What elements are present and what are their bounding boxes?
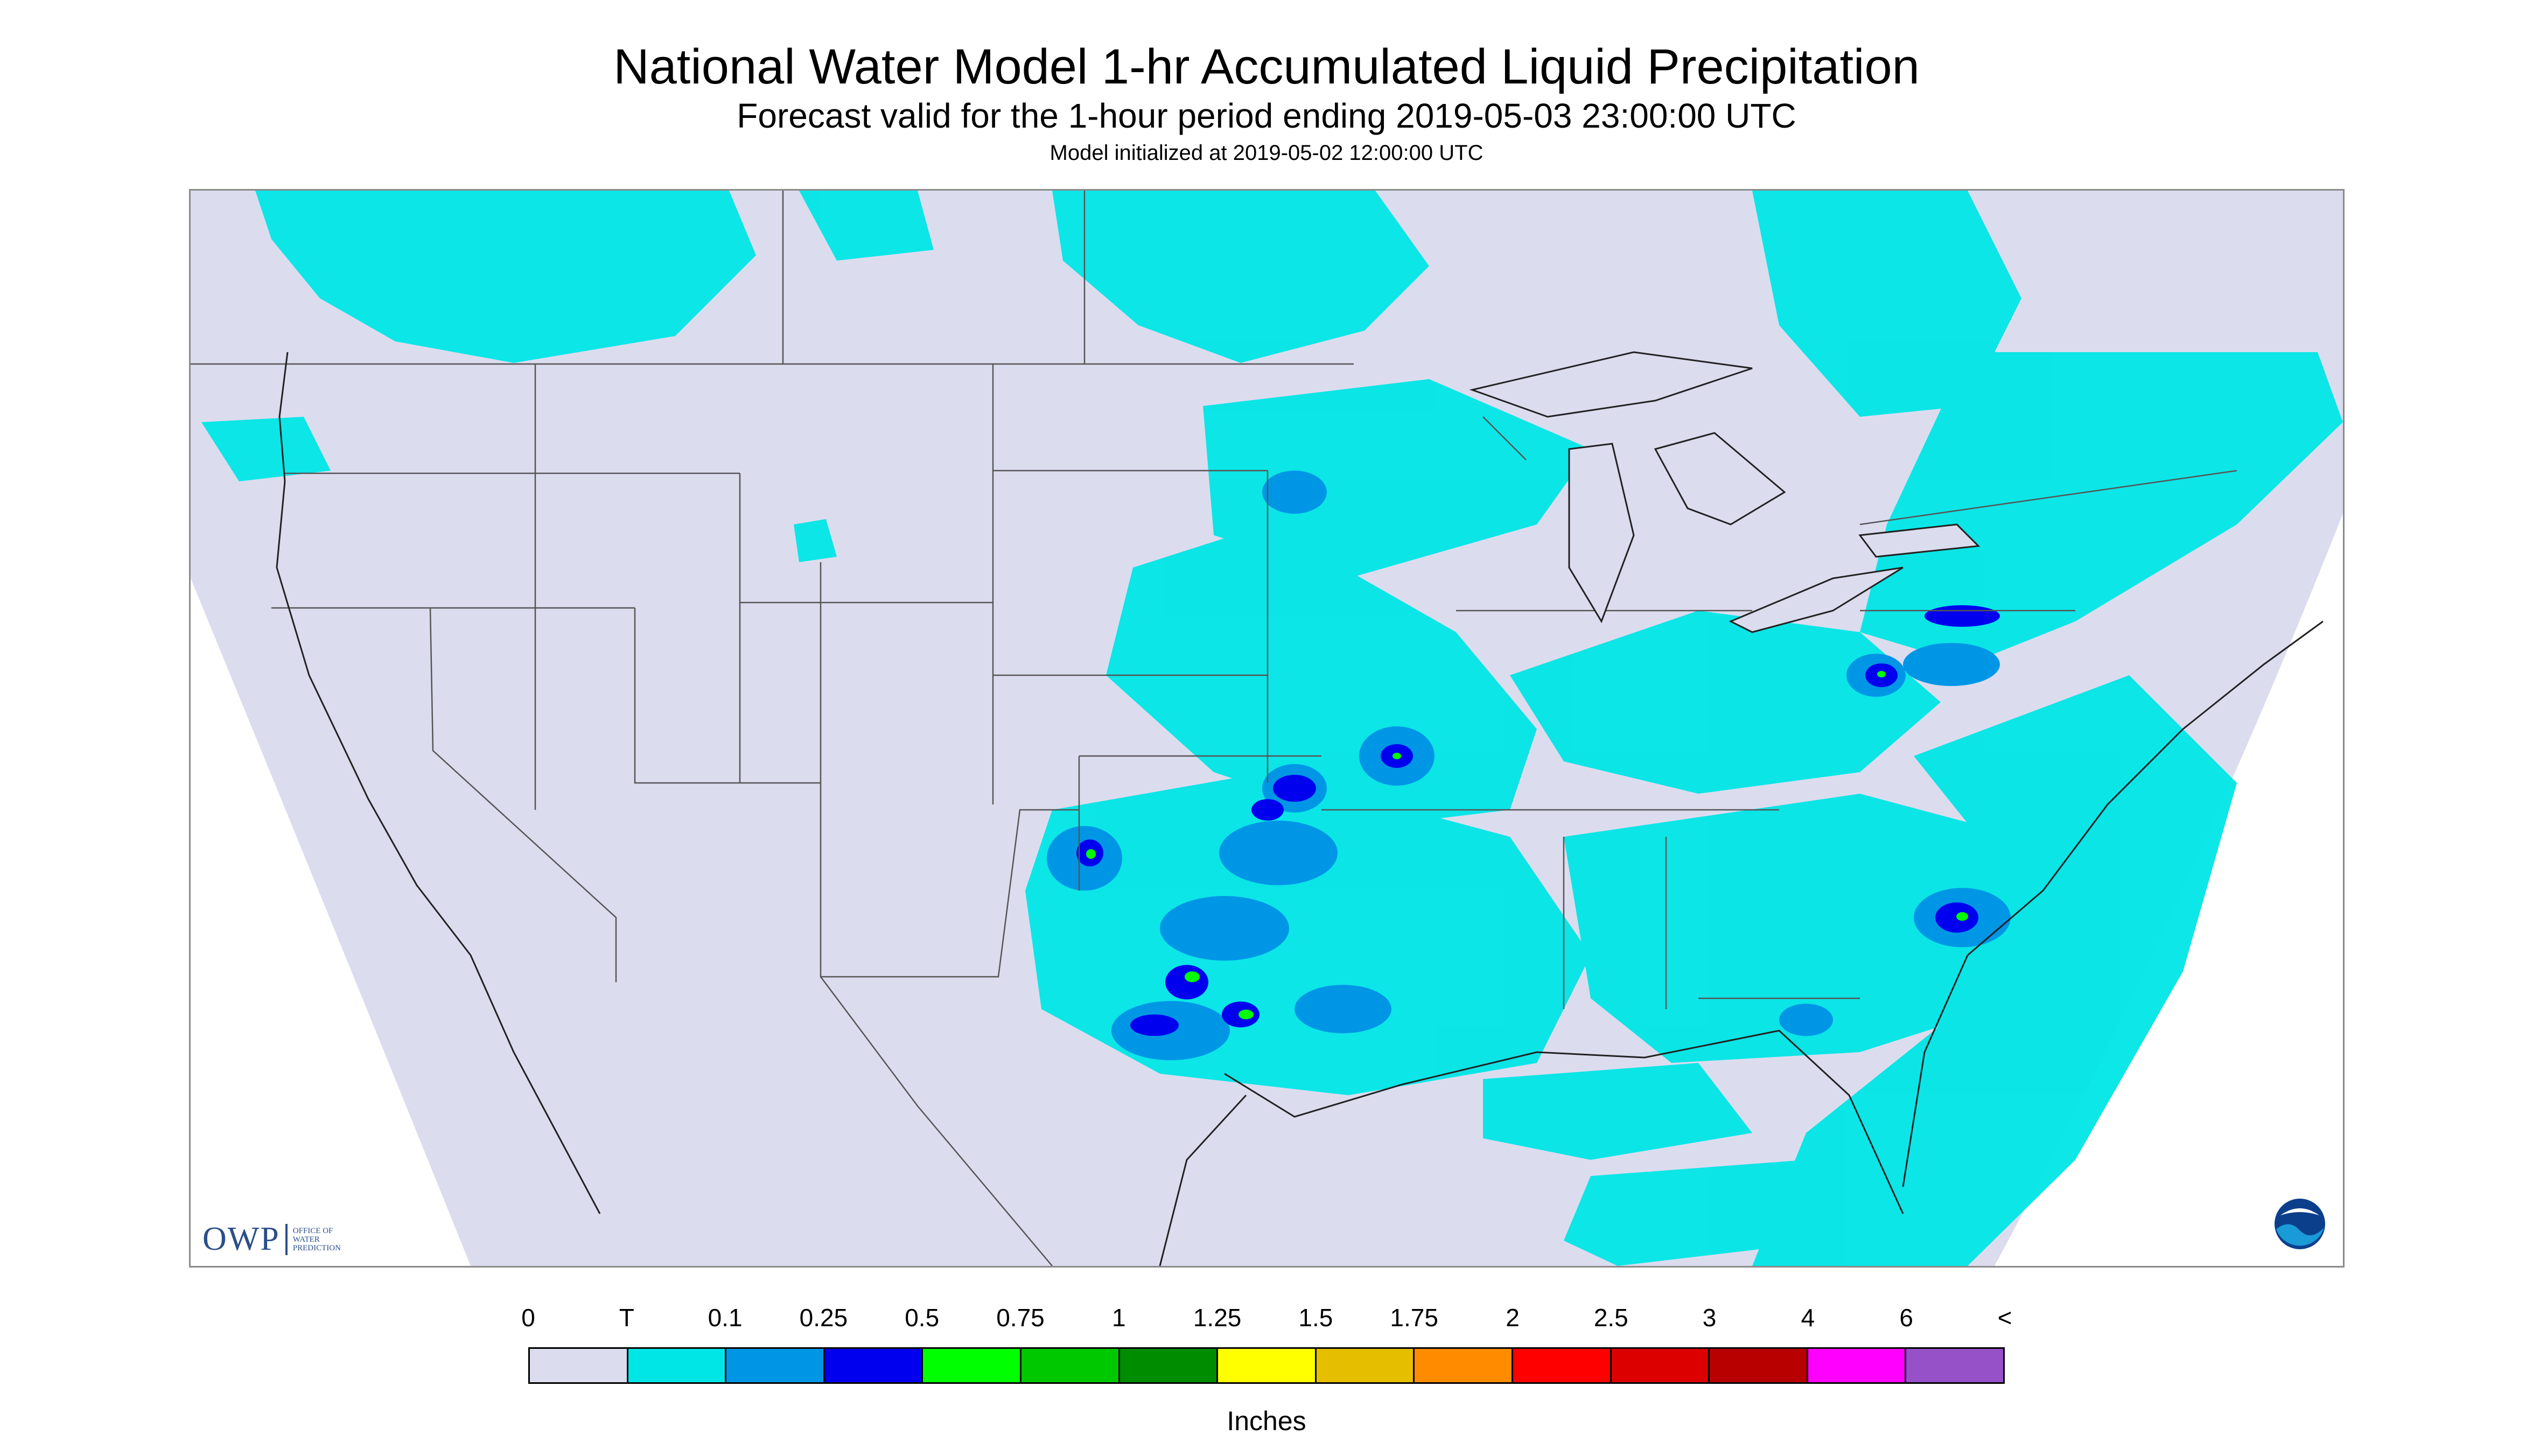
- owp-logo-text: OFFICE OF WATER PREDICTION: [292, 1226, 341, 1252]
- legend-swatch: [1611, 1349, 1710, 1382]
- legend-tick-label: 1.5: [1298, 1304, 1333, 1332]
- legend-tick-label: 0: [521, 1304, 535, 1332]
- owp-logo-divider: [285, 1223, 288, 1255]
- legend-swatch: [1119, 1349, 1219, 1382]
- outside-domain-right: [1995, 514, 2343, 1266]
- legend-swatch: [1218, 1349, 1317, 1382]
- legend-swatch: [824, 1349, 923, 1382]
- legend-tick-label: 0.1: [708, 1304, 743, 1332]
- legend-swatch: [530, 1349, 628, 1382]
- precip-heavy-layer: [1086, 671, 1968, 1019]
- legend-tick-label: 3: [1702, 1304, 1717, 1332]
- legend-tick-label: 0.25: [799, 1304, 848, 1332]
- legend-tick-label: 2.5: [1593, 1304, 1628, 1332]
- legend-tick-label: 6: [1899, 1304, 1913, 1332]
- precip-color-legend: [528, 1347, 2005, 1384]
- owp-logo: OWP OFFICE OF WATER PREDICTION: [202, 1220, 341, 1258]
- outside-domain-left: [191, 578, 471, 1266]
- legend-tick-label: 4: [1801, 1304, 1815, 1332]
- precip-light-layer: [1047, 471, 2011, 1060]
- legend-tick-label: <: [1997, 1304, 2012, 1332]
- legend-swatch: [726, 1349, 825, 1382]
- legend-swatch: [1021, 1349, 1120, 1382]
- legend-swatch: [1316, 1349, 1415, 1382]
- legend-swatch: [1710, 1349, 1808, 1382]
- legend-tick-label: 0.75: [996, 1304, 1045, 1332]
- legend-swatch: [1808, 1349, 1907, 1382]
- model-init-caption: Model initialized at 2019-05-02 12:00:00…: [1049, 141, 1484, 165]
- precipitation-map: OWP OFFICE OF WATER PREDICTION: [189, 189, 2345, 1268]
- coastlines: [276, 352, 2324, 1266]
- legend-tick-label: T: [619, 1304, 634, 1332]
- legend-units-label: Inches: [1227, 1406, 1306, 1436]
- owp-logo-mark: OWP: [202, 1221, 280, 1257]
- legend-tick-label: 2: [1506, 1304, 1520, 1332]
- map-title: National Water Model 1-hr Accumulated Li…: [613, 39, 1920, 94]
- forecast-valid-subtitle: Forecast valid for the 1-hour period end…: [737, 96, 1796, 135]
- legend-tick-label: 1.25: [1193, 1304, 1242, 1332]
- noaa-logo: [2275, 1199, 2325, 1249]
- great-lakes: [1469, 351, 1981, 633]
- legend-tick-label: 0.5: [905, 1304, 940, 1332]
- legend-swatch: [1513, 1349, 1612, 1382]
- precip-trace-layer: [201, 191, 2343, 1266]
- legend-swatch: [1906, 1349, 2003, 1382]
- legend-tick-label: 1.75: [1390, 1304, 1438, 1332]
- legend-tick-label: 1: [1112, 1304, 1126, 1332]
- legend-swatch: [1415, 1349, 1513, 1382]
- legend-swatch: [923, 1349, 1021, 1382]
- legend-swatch: [628, 1349, 727, 1382]
